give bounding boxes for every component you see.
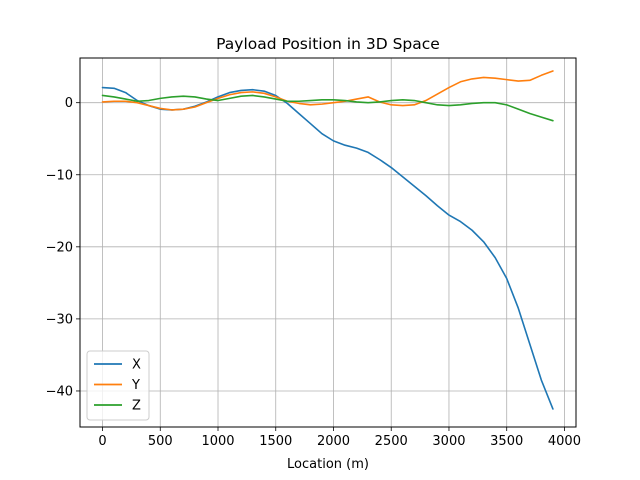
legend-box	[86, 350, 150, 421]
x-tick-label: 1000	[201, 434, 234, 449]
x-tick-label: 0	[98, 434, 106, 449]
series-line-y	[101, 70, 554, 111]
y-tick-label: −30	[46, 312, 73, 327]
x-tick-label: 3000	[432, 434, 465, 449]
y-tick-label: 0	[65, 96, 73, 111]
y-tick-label: −20	[46, 240, 73, 255]
x-axis: 0 500 1000 1500 2000 2500 3000 3500 4000	[98, 427, 581, 449]
legend: XYZ	[86, 350, 150, 421]
x-axis-label: Location (m)	[287, 457, 369, 472]
y-tick-label: −40	[46, 384, 73, 399]
plot-area-frame	[79, 57, 577, 428]
x-tick-label: 1500	[259, 434, 292, 449]
x-tick-label: 3500	[490, 434, 523, 449]
y-axis: 0 −10 −20 −30 −40	[46, 96, 80, 399]
legend-label-y: Y	[131, 378, 140, 393]
x-tick-label: 500	[148, 434, 173, 449]
x-tick-label: 4000	[548, 434, 581, 449]
legend-label-z: Z	[132, 399, 141, 414]
y-tick-label: −10	[46, 168, 73, 183]
series-line-z	[101, 94, 554, 122]
x-tick-label: 2500	[375, 434, 408, 449]
chart-title: Payload Position in 3D Space	[216, 35, 440, 53]
x-tick-label: 2000	[317, 434, 350, 449]
legend-label-x: X	[132, 358, 141, 373]
plot-lines	[101, 70, 554, 410]
